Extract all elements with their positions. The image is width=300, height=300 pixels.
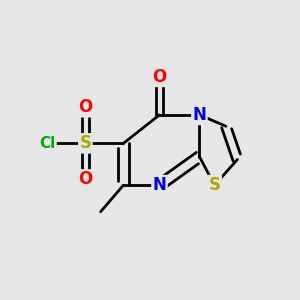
Text: S: S [208,176,220,194]
Text: N: N [193,106,206,124]
Text: O: O [152,68,167,86]
Text: O: O [78,98,92,116]
Text: S: S [80,134,92,152]
Text: N: N [153,176,166,194]
Text: Cl: Cl [39,136,56,151]
Text: O: O [78,170,92,188]
